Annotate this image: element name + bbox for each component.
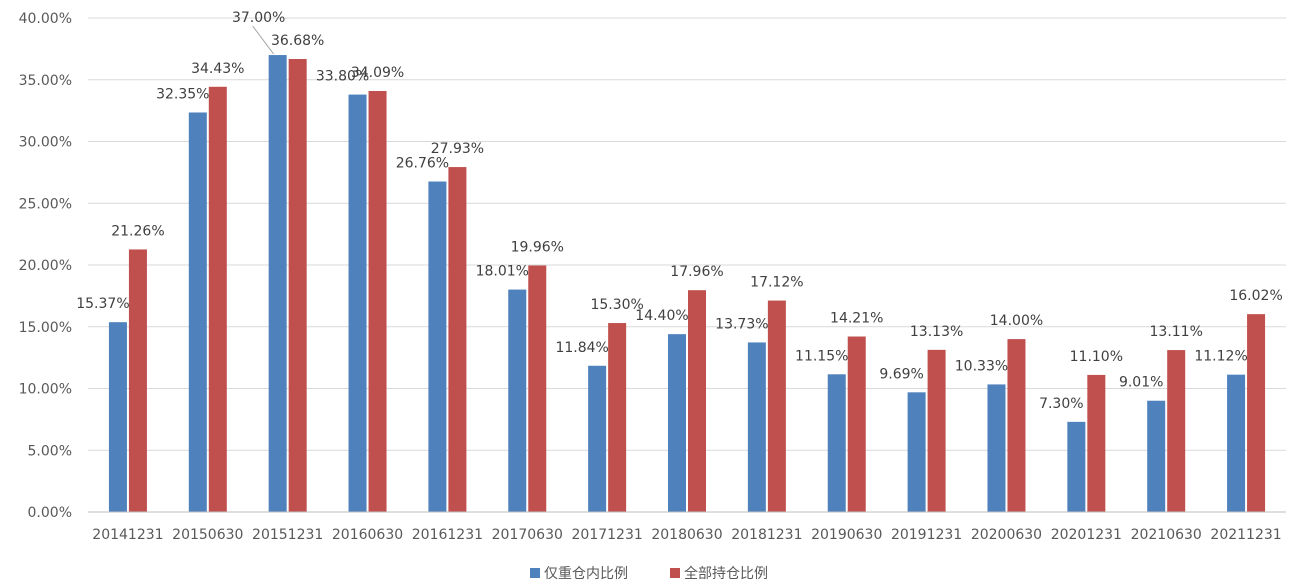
data-label-series-2: 17.96% — [670, 264, 723, 280]
x-tick-label: 20181231 — [731, 527, 802, 543]
bar-series-1 — [747, 342, 766, 512]
data-label-series-1: 9.01% — [1119, 375, 1163, 391]
y-tick-label: 25.00% — [19, 196, 72, 212]
x-tick-label: 20160630 — [332, 527, 403, 543]
data-label-series-1: 13.73% — [715, 316, 768, 332]
x-tick-label: 20200630 — [971, 527, 1042, 543]
bar-series-2 — [608, 323, 627, 512]
y-tick-label: 0.00% — [28, 505, 72, 521]
bar-series-2 — [1247, 314, 1266, 512]
data-label-series-2: 14.21% — [830, 311, 883, 327]
bar-series-1 — [428, 181, 447, 513]
x-tick-label: 20201231 — [1051, 527, 1122, 543]
bar-series-1 — [1147, 400, 1166, 512]
bar-series-2 — [128, 249, 147, 512]
y-tick-label: 15.00% — [19, 320, 72, 336]
y-tick-label: 5.00% — [28, 443, 72, 459]
label-leader-line — [252, 25, 275, 55]
data-label-series-2: 11.10% — [1070, 349, 1123, 365]
bar-series-2 — [847, 336, 866, 512]
y-tick-label: 20.00% — [19, 258, 72, 274]
x-tick-label: 20190630 — [811, 527, 882, 543]
bar-series-2 — [1007, 339, 1026, 512]
x-tick-label: 20171231 — [572, 527, 643, 543]
axes: 0.00% 5.00% 10.00% 15.00% 20.00% 25.00% 30.00%… — [19, 11, 1286, 543]
bar-series-2 — [208, 86, 227, 513]
bar-series-2 — [1167, 350, 1186, 512]
x-tick-label: 20180630 — [651, 527, 722, 543]
data-label-series-1: 26.76% — [396, 156, 449, 172]
data-label-series-2: 27.93% — [431, 141, 484, 157]
data-label-series-1: 32.35% — [156, 86, 209, 102]
data-label-series-2: 34.43% — [191, 61, 244, 77]
data-label-series-1: 7.30% — [1039, 396, 1083, 412]
bar-series-1 — [268, 55, 287, 513]
data-label-series-1: 33.80% — [316, 69, 369, 85]
bar-series-1 — [348, 94, 367, 512]
bar-series-2 — [767, 300, 786, 512]
bar-series-1 — [987, 384, 1006, 512]
data-label-series-1: 9.69% — [879, 366, 923, 382]
x-tick-label: 20150630 — [172, 527, 243, 543]
data-label-series-2: 14.00% — [990, 313, 1043, 329]
bar-series-2 — [688, 290, 706, 512]
legend: 仅重仓内比例 全部持仓比例 — [530, 565, 768, 582]
bar-series-1 — [1067, 421, 1086, 512]
bar-series-2 — [927, 349, 946, 512]
y-tick-label: 35.00% — [19, 73, 72, 89]
data-label-series-2: 17.12% — [750, 275, 803, 291]
data-label-series-2: 13.11% — [1150, 324, 1203, 340]
data-label-series-1: 18.01% — [476, 264, 529, 280]
bar-series-1 — [827, 374, 846, 512]
legend-swatch-series-1 — [530, 568, 540, 578]
y-tick-label: 10.00% — [19, 382, 72, 398]
bar-series-2 — [528, 265, 547, 512]
bar-series-1 — [108, 322, 127, 512]
bar-series-1 — [1227, 374, 1246, 512]
data-label-series-1: 15.37% — [76, 296, 129, 312]
y-tick-label: 30.00% — [19, 135, 72, 151]
bar-series-1 — [907, 392, 926, 512]
x-tick-label: 20141231 — [92, 527, 163, 543]
bar-series-2 — [368, 90, 387, 513]
legend-swatch-series-2 — [670, 568, 680, 578]
bars — [108, 55, 1266, 513]
data-label-series-1: 37.00% — [232, 10, 285, 26]
gridlines — [88, 17, 1286, 451]
x-tick-label: 20211231 — [1210, 527, 1281, 543]
y-tick-label: 40.00% — [19, 11, 72, 27]
x-tick-label: 20170630 — [492, 527, 563, 543]
x-tick-label: 20151231 — [252, 527, 323, 543]
bar-series-1 — [508, 289, 527, 512]
bar-series-2 — [1087, 374, 1106, 512]
x-tick-label: 20191231 — [891, 527, 962, 543]
bar-series-2 — [448, 167, 467, 512]
data-labels: 15.37% 32.35% 37.00% 33.80% 26.76% 18.01% 11.8… — [76, 10, 1283, 412]
data-label-series-2: 36.68% — [271, 33, 324, 49]
legend-label-series-2: 全部持仓比例 — [684, 565, 768, 582]
data-label-series-1: 11.12% — [1194, 349, 1247, 365]
bar-series-1 — [668, 334, 686, 512]
data-label-series-2: 19.96% — [511, 239, 564, 255]
data-label-series-1: 11.15% — [795, 348, 848, 364]
x-tick-label: 20210630 — [1131, 527, 1202, 543]
data-label-series-1: 14.40% — [635, 308, 688, 324]
x-tick-label: 20161231 — [412, 527, 483, 543]
data-label-series-1: 11.84% — [555, 340, 608, 356]
data-label-series-2: 13.13% — [910, 324, 963, 340]
data-label-series-1: 10.33% — [955, 358, 1008, 374]
bar-series-1 — [588, 365, 607, 512]
data-label-series-2: 15.30% — [590, 297, 643, 313]
data-label-series-2: 21.26% — [111, 223, 164, 239]
data-label-series-2: 16.02% — [1229, 288, 1282, 304]
bar-series-1 — [188, 112, 207, 512]
bar-series-2 — [288, 59, 307, 512]
data-label-series-2: 34.09% — [351, 65, 404, 81]
legend-label-series-1: 仅重仓内比例 — [544, 566, 628, 582]
